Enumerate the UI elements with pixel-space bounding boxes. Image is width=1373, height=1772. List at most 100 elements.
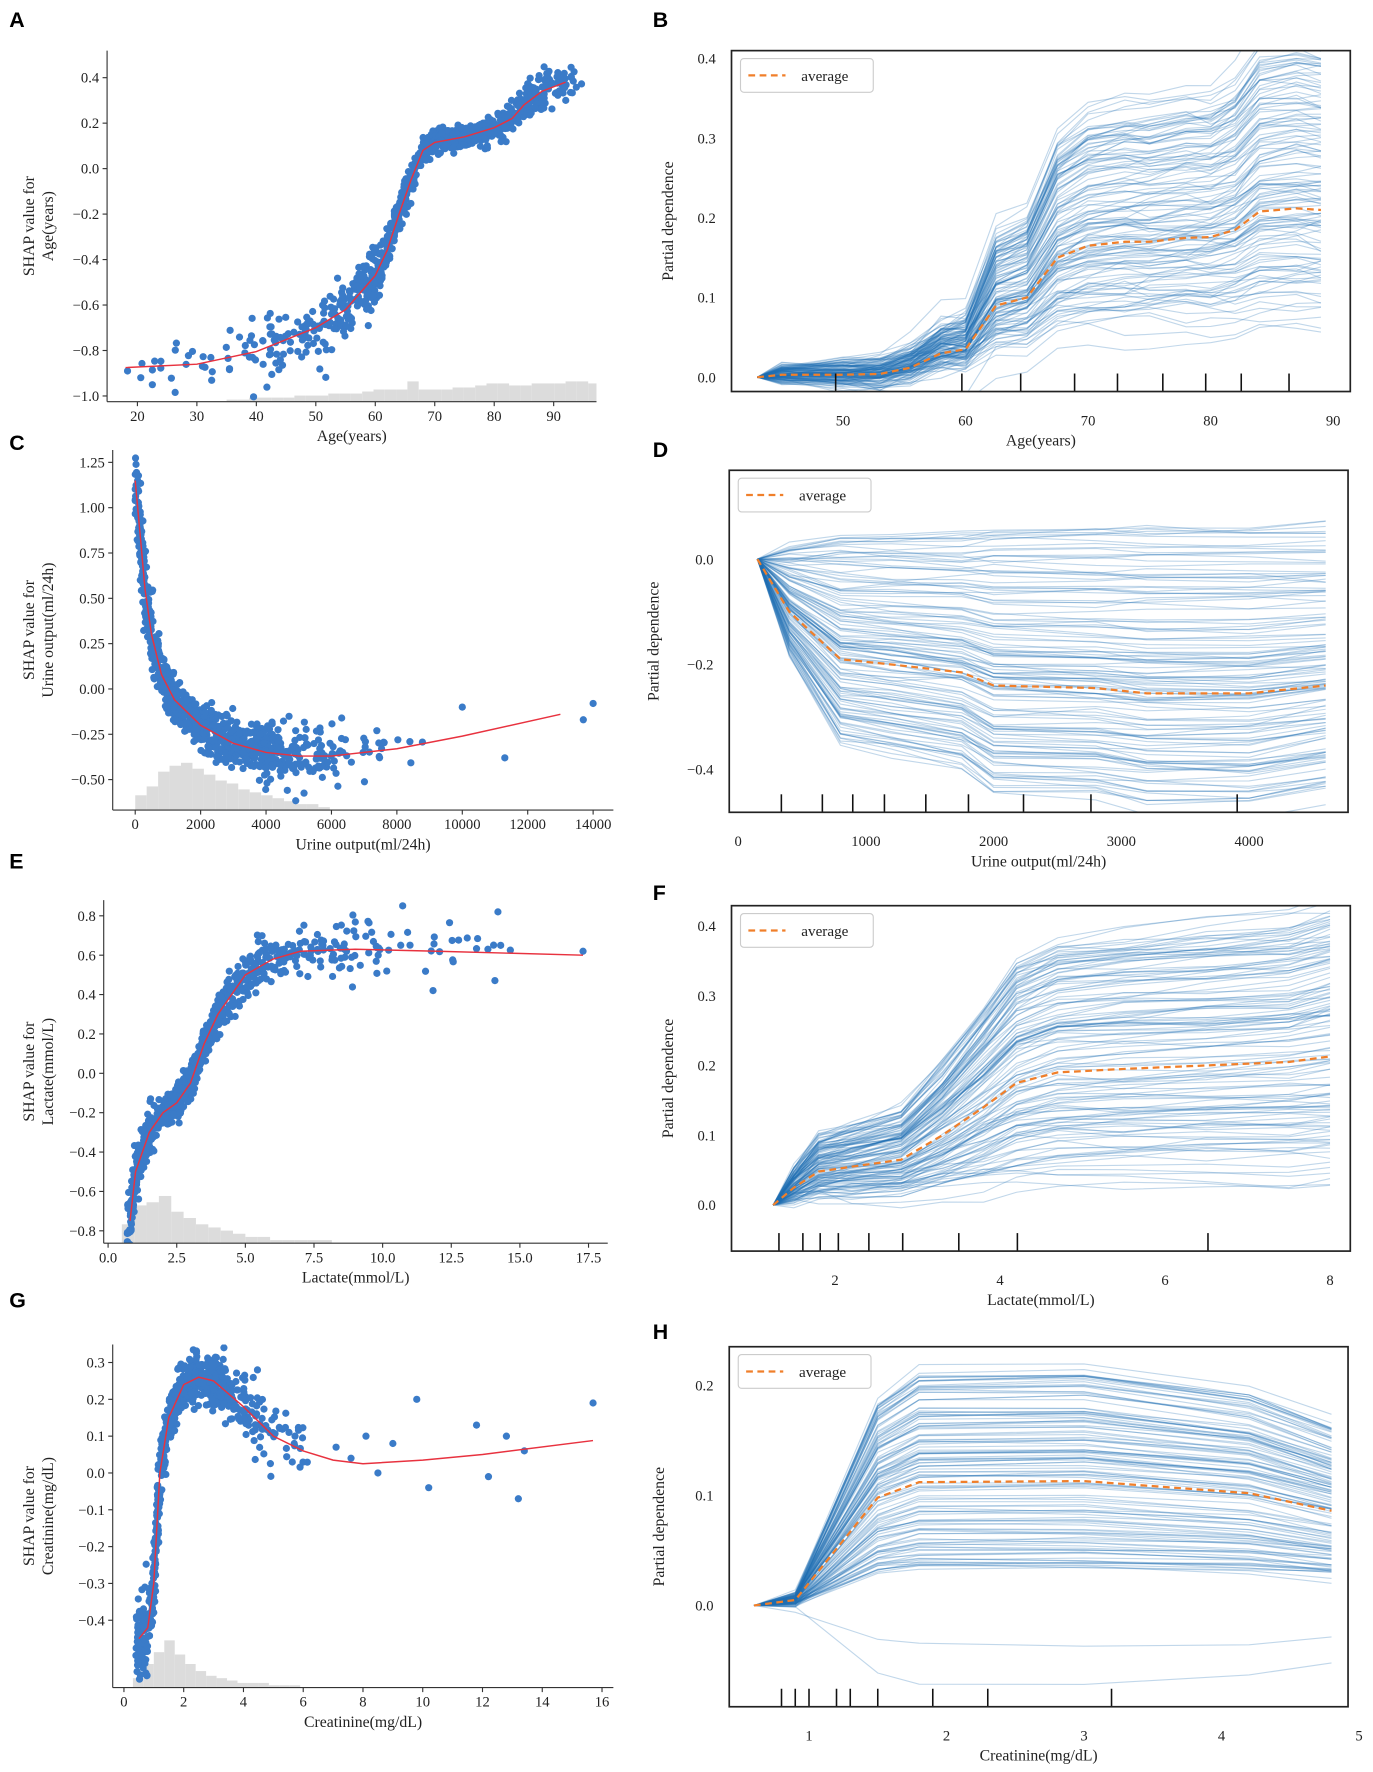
scatter-point [514, 1495, 522, 1503]
ice-line [756, 558, 1326, 793]
scatter-point [173, 691, 181, 699]
scatter-point [374, 951, 382, 959]
scatter-point [286, 747, 294, 755]
scatter-point [227, 1000, 235, 1009]
ice-line [753, 1510, 1332, 1608]
scatter-point [157, 1455, 165, 1463]
scatter-point [328, 720, 336, 728]
y-tick-label: −0.2 [73, 207, 100, 223]
scatter-point [139, 1126, 148, 1134]
ice-line [757, 97, 1322, 378]
scatter-point [347, 758, 355, 766]
scatter-point [181, 727, 189, 735]
y-tick-label: 0.0 [695, 552, 713, 568]
scatter-point [239, 764, 247, 773]
scatter-point [258, 1414, 266, 1422]
scatter-point [566, 88, 575, 97]
scatter-point [180, 1389, 188, 1397]
ice-line [757, 558, 1326, 574]
scatter-point [501, 754, 509, 762]
scatter-point [389, 1439, 397, 1448]
scatter-point [324, 758, 332, 766]
scatter-point [266, 345, 275, 353]
y-axis-label: Partial dependence [645, 582, 662, 701]
ice-line [756, 558, 1326, 782]
ice-line [756, 558, 1326, 766]
scatter-point [299, 760, 308, 768]
x-tick-label: 70 [1081, 413, 1096, 429]
ice-line [753, 1440, 1332, 1607]
ice-line [753, 1497, 1332, 1607]
ice-line [772, 1061, 1331, 1206]
ice-line [772, 922, 1331, 1206]
histogram-bar [294, 395, 306, 402]
histogram-bar [429, 389, 442, 402]
scatter-point [184, 352, 193, 360]
ice-line [753, 1368, 1332, 1607]
legend: average [739, 57, 874, 93]
scatter-point [135, 1627, 143, 1635]
ice-line [753, 1421, 1332, 1607]
scatter-point [354, 293, 362, 301]
ice-line [753, 1394, 1332, 1607]
scatter-point [222, 343, 230, 351]
scatter-point [201, 363, 209, 371]
ice-line [753, 1379, 1332, 1607]
scatter-point [235, 333, 244, 341]
scatter-point [263, 769, 271, 777]
scatter-point [295, 927, 304, 935]
ice-line [757, 218, 1322, 386]
ice-line [753, 1504, 1332, 1607]
scatter-point [228, 1415, 236, 1423]
ice-line [753, 1546, 1332, 1607]
ice-line [772, 1068, 1331, 1206]
scatter-point [275, 1423, 283, 1432]
x-tick-label: 6 [1161, 1273, 1168, 1289]
scatter-point [314, 347, 322, 355]
ice-line [753, 1538, 1332, 1607]
scatter-point [212, 715, 220, 724]
scatter-point [239, 995, 247, 1004]
scatter-point [151, 1587, 160, 1595]
ice-line [757, 218, 1322, 378]
scatter-point [494, 908, 502, 916]
scatter-point [481, 134, 489, 142]
ice-line [757, 524, 1326, 560]
ice-line [757, 557, 1326, 568]
ice-line [753, 1375, 1332, 1607]
ice-line [753, 1518, 1332, 1607]
scatter-point [339, 291, 347, 299]
scatter-point [161, 1413, 169, 1421]
y-axis-label-line: Urine output(ml/24h) [40, 562, 57, 697]
ice-line [756, 558, 1326, 737]
y-tick-label: 0.00 [79, 682, 105, 698]
histogram-bar [576, 381, 589, 402]
scatter-point [484, 113, 492, 121]
histogram-bar [158, 1195, 172, 1244]
ice-line [757, 187, 1322, 378]
scatter-point [127, 1218, 135, 1226]
ice-line [757, 255, 1322, 378]
y-tick-label: −1.0 [73, 389, 100, 405]
ice-line [753, 1562, 1332, 1607]
scatter-point [253, 1402, 261, 1410]
scatter-point [282, 313, 290, 321]
ice-line [757, 101, 1322, 378]
scatter-point [395, 201, 403, 209]
ice-line [772, 905, 1320, 1206]
legend-box [739, 57, 874, 93]
scatter-point [165, 1395, 174, 1403]
ice-line [757, 277, 1321, 379]
fit-curve [125, 81, 566, 369]
histogram-bar [328, 393, 340, 402]
scatter-point [239, 1394, 247, 1402]
axes-frame [730, 49, 1352, 393]
scatter-point [255, 776, 264, 784]
scatter-point [306, 767, 314, 775]
ice-line [772, 1020, 1331, 1206]
histogram-bar [588, 383, 597, 402]
scatter-point [374, 1469, 382, 1477]
scatter-point [225, 975, 233, 983]
ice-line [753, 1410, 1332, 1607]
